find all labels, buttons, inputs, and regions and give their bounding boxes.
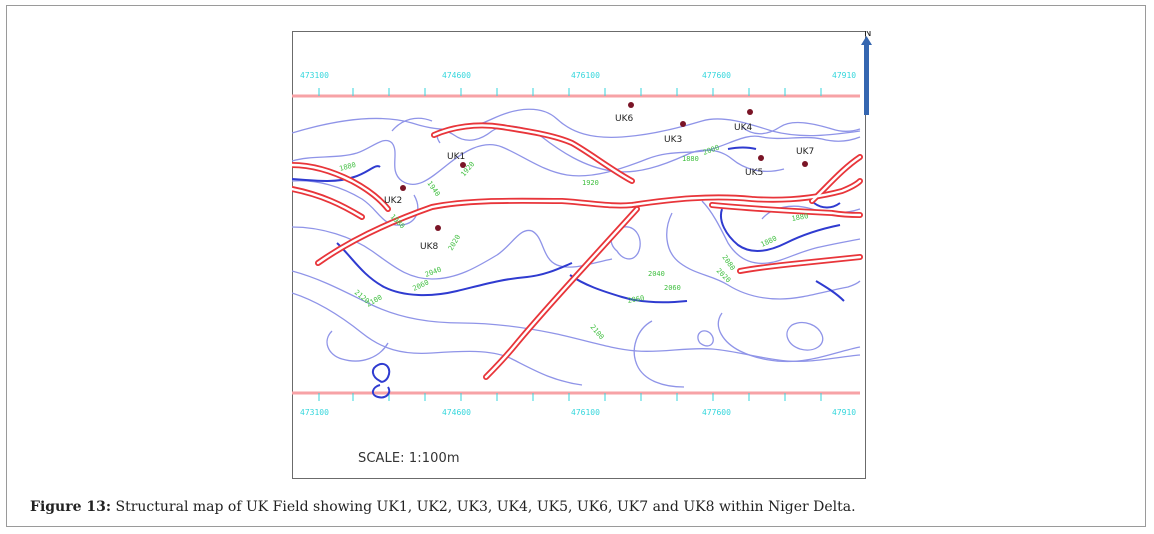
well-label: UK5: [745, 168, 763, 178]
contour-label: 1880: [338, 161, 356, 173]
grid-label-top: 473100: [300, 71, 329, 80]
grid-label-top: 477600: [702, 71, 731, 80]
contour-label: 2060: [627, 294, 645, 305]
grid-label-top: 47910: [832, 71, 856, 80]
well-uk8[interactable]: UK8: [420, 225, 441, 252]
grid-label-bottom: 47910: [832, 408, 856, 417]
north-arrow: N: [861, 31, 872, 115]
figure-caption: Figure 13: Structural map of UK Field sh…: [30, 499, 856, 515]
well-uk5[interactable]: UK5: [745, 155, 764, 178]
contour-label: 1940: [425, 180, 441, 198]
well-label: UK6: [615, 114, 633, 124]
bold-contour-lines: [292, 146, 845, 399]
grid-label-bottom: 473100: [300, 408, 329, 417]
well-uk1[interactable]: UK1: [447, 152, 466, 168]
contour-label: 1880: [682, 155, 699, 163]
map-frame: [292, 31, 866, 479]
grid-label-bottom: 477600: [702, 408, 731, 417]
wells: UK1 UK2 UK3 UK4 UK5 UK6 UK7 UK8: [384, 102, 814, 252]
well-label: UK4: [734, 123, 752, 133]
grid-label-top: 474600: [442, 71, 471, 80]
well-uk4[interactable]: UK4: [734, 109, 753, 133]
well-uk3[interactable]: UK3: [664, 121, 686, 145]
map-boundaries: [292, 94, 860, 395]
contour-label: 1920: [582, 179, 599, 187]
structural-map: 473100 474600 476100 477600 47910 473100…: [292, 31, 872, 417]
faults: [292, 122, 863, 380]
grid-labels: 473100 474600 476100 477600 47910 473100…: [300, 71, 856, 417]
contour-label: 2060: [411, 278, 430, 292]
well-label: UK7: [796, 147, 814, 157]
well-label: UK3: [664, 135, 682, 145]
contour-label: 2040: [648, 270, 665, 278]
grid-label-bottom: 474600: [442, 408, 471, 417]
contour-label: 2020: [447, 233, 462, 252]
contour-label: 2100: [588, 323, 605, 341]
well-uk2[interactable]: UK2: [384, 185, 406, 206]
grid-label-top: 476100: [571, 71, 600, 80]
figure-caption-text: Structural map of UK Field showing UK1, …: [111, 499, 856, 515]
contour-label: 2060: [664, 284, 681, 292]
well-label: UK8: [420, 242, 438, 252]
well-label: UK2: [384, 196, 402, 206]
figure-frame: [6, 5, 1146, 527]
contour-labels: 1880 1940 1920 1920 1880 2000 1980 2020 …: [338, 144, 809, 342]
figure-label: Figure 13:: [30, 499, 112, 515]
north-label: N: [864, 31, 871, 39]
map-scale: SCALE: 1:100m: [358, 451, 460, 466]
well-uk7[interactable]: UK7: [796, 147, 814, 167]
contour-label: 2000: [702, 144, 721, 157]
grid-label-bottom: 476100: [571, 408, 600, 417]
north-arrow-icon: [864, 43, 869, 115]
well-uk6[interactable]: UK6: [615, 102, 634, 124]
contour-label: 2040: [424, 266, 443, 279]
contour-label: 1880: [791, 212, 809, 223]
grid-ticks: [318, 88, 822, 401]
well-label: UK1: [447, 152, 465, 162]
